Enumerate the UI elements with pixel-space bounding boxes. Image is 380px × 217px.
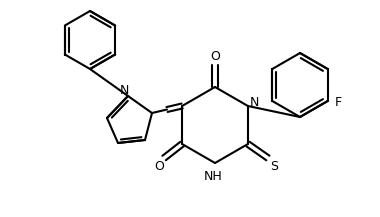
- Text: N: N: [250, 97, 260, 110]
- Text: NH: NH: [204, 171, 222, 184]
- Text: N: N: [119, 84, 129, 97]
- Text: O: O: [154, 159, 164, 173]
- Text: S: S: [270, 159, 278, 173]
- Text: O: O: [210, 51, 220, 64]
- Text: F: F: [335, 95, 342, 108]
